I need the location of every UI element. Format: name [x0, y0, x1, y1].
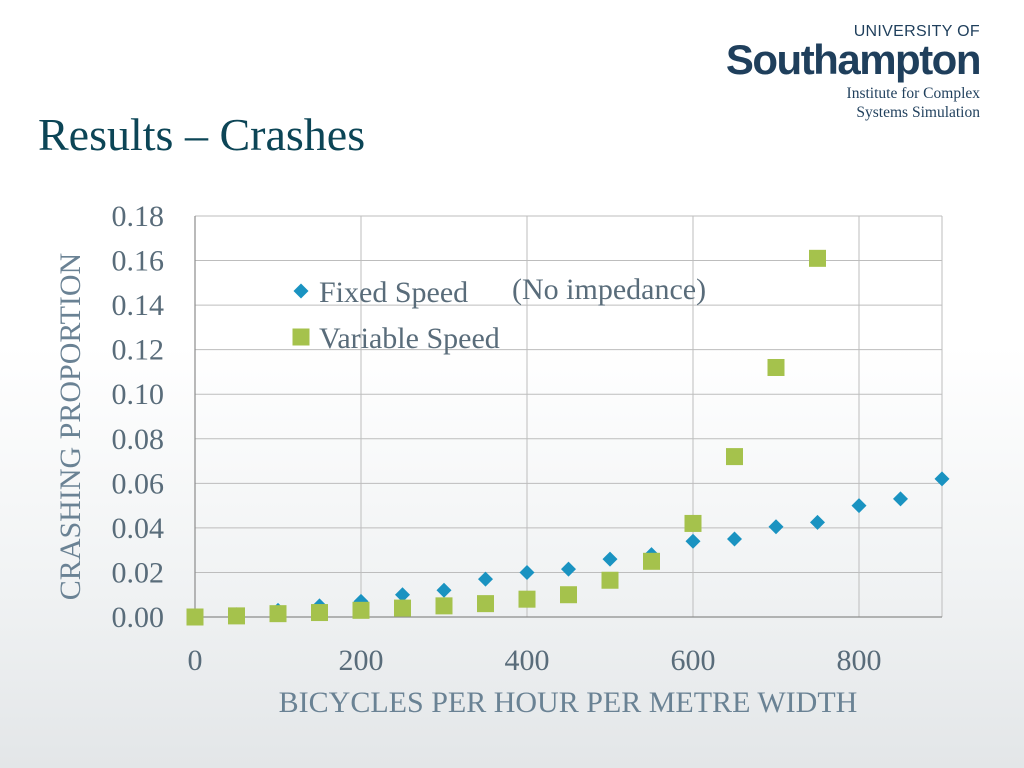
fixed-speed-point	[685, 533, 701, 549]
variable-speed-point	[352, 601, 370, 619]
fixed-speed-point	[810, 514, 825, 530]
y-axis-title: CRASHING PROPORTION	[54, 253, 87, 600]
variable-speed-point	[518, 590, 536, 608]
x-tick-label: 400	[505, 644, 550, 677]
x-tick-label: 600	[671, 644, 716, 677]
legend-label-fixed-speed: Fixed Speed	[319, 276, 468, 309]
legend: Fixed Speed (No impedance) Variable Speed	[292, 273, 706, 355]
y-tick-label: 0.14	[112, 289, 165, 322]
fixed-speed-point	[478, 571, 493, 587]
fixed-speed-point	[934, 471, 950, 487]
fixed-speed-point	[519, 564, 535, 580]
fixed-speed-point	[893, 491, 908, 507]
variable-speed-point	[684, 514, 702, 532]
variable-speed-point	[186, 608, 204, 626]
variable-speed-point	[477, 595, 494, 613]
y-tick-label: 0.02	[112, 556, 165, 589]
legend-square-marker	[292, 328, 310, 346]
variable-speed-point	[394, 599, 411, 617]
series-variable-speed	[186, 249, 826, 626]
y-tick-label: 0.08	[112, 423, 165, 456]
legend-label-variable-speed: Variable Speed	[319, 322, 500, 355]
x-axis-title: BICYCLES PER HOUR PER METRE WIDTH	[279, 686, 858, 719]
logo-university-of: UNIVERSITY OF	[853, 23, 980, 40]
x-tick-labels: 0 200 400 600 800	[188, 644, 882, 677]
x-tick-label: 800	[837, 644, 882, 677]
variable-speed-point	[228, 607, 245, 625]
legend-diamond-marker	[293, 283, 309, 299]
fixed-speed-point	[561, 561, 576, 577]
y-tick-label: 0.06	[112, 467, 165, 500]
fixed-speed-point	[727, 531, 742, 547]
variable-speed-point	[767, 358, 785, 376]
y-tick-label: 0.12	[112, 334, 165, 367]
y-tick-labels: 0.00 0.02 0.04 0.06 0.08 0.10 0.12 0.14 0.16 0.18	[112, 200, 165, 634]
fixed-speed-point	[436, 582, 452, 598]
variable-speed-point	[311, 604, 328, 622]
variable-speed-point	[726, 448, 743, 466]
variable-speed-point	[809, 249, 826, 267]
logo-institute-line2: Systems Simulation	[856, 104, 980, 121]
variable-speed-point	[269, 605, 287, 623]
fixed-speed-point	[395, 587, 410, 603]
variable-speed-point	[601, 571, 619, 589]
fixed-speed-point	[602, 551, 618, 567]
y-tick-label: 0.00	[112, 601, 165, 634]
logo-institute-line1: Institute for Complex	[846, 85, 980, 102]
x-tick-label: 0	[188, 644, 203, 677]
x-tick-label: 200	[339, 644, 384, 677]
logo-southampton: Southampton	[725, 36, 982, 83]
y-tick-label: 0.16	[112, 245, 165, 278]
fixed-speed-point	[851, 498, 867, 514]
slide-title: Results – Crashes	[38, 109, 366, 160]
y-tick-label: 0.10	[112, 378, 165, 411]
fixed-speed-point	[768, 519, 784, 535]
university-logo: UNIVERSITY OF Southampton Institute for …	[725, 23, 982, 122]
y-tick-label: 0.04	[112, 512, 165, 545]
variable-speed-point	[560, 586, 577, 604]
variable-speed-point	[435, 597, 453, 615]
variable-speed-point	[643, 552, 660, 570]
legend-note: (No impedance)	[512, 273, 706, 306]
y-tick-label: 0.18	[112, 200, 165, 233]
data-points	[186, 249, 950, 626]
